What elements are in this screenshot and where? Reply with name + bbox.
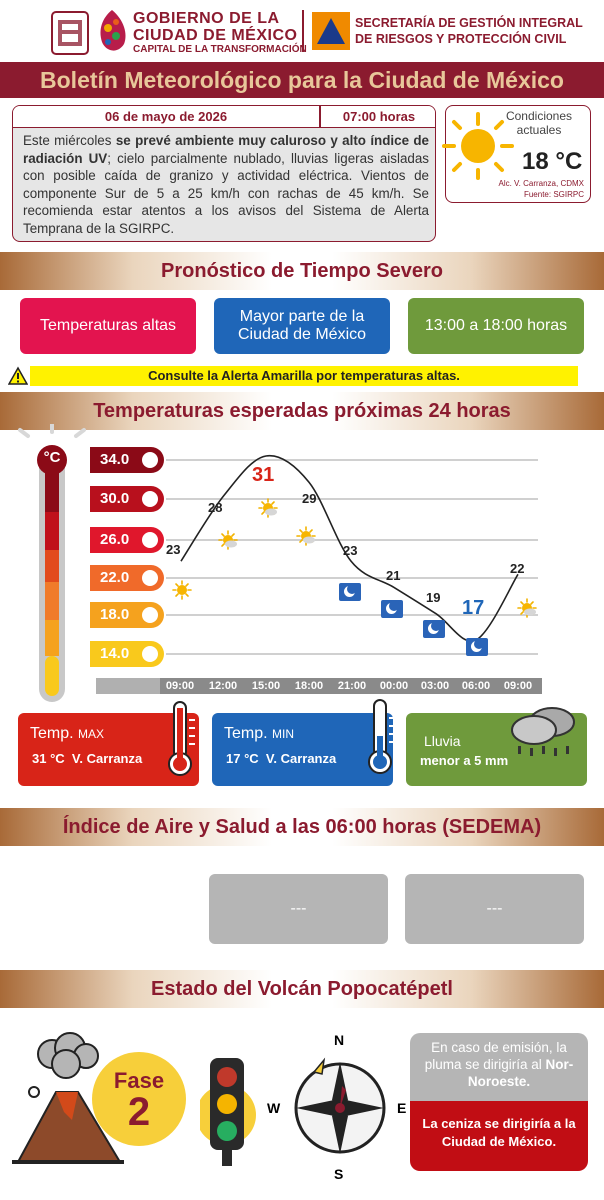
traffic-light-icon: [196, 1055, 272, 1170]
sec-line1: SECRETARÍA DE GESTIÓN INTEGRAL: [355, 16, 583, 30]
scale-tag-30: 30.0: [90, 486, 164, 512]
gov-line1: GOBIERNO DE LA: [133, 10, 280, 27]
air-box-1: ---: [209, 874, 388, 944]
thermometer-unit: °C: [43, 449, 61, 466]
temp-value-label: 21: [386, 568, 401, 583]
current-source: Fuente: SGIRPC: [523, 190, 584, 199]
max-temp-value: 31 °C V. Carranza: [32, 751, 143, 766]
thermometer-icon: [12, 422, 92, 706]
gridline: [166, 653, 538, 655]
max-temp-label-text: Temp.: [30, 725, 74, 742]
gov-line2: CIUDAD DE MÉXICO: [133, 27, 298, 44]
hour-axis-strip: [160, 678, 542, 694]
current-location: Alc. V. Carranza, CDMX: [498, 179, 584, 188]
scale-tag-34: 34.0: [90, 447, 164, 473]
min-temp-label: Temp. MIN: [224, 725, 294, 743]
temp-value-label: 28: [208, 500, 223, 515]
sun-weather-icon: [172, 580, 192, 600]
scale-tag-18: 18.0: [90, 602, 164, 628]
severe-title: Pronóstico de Tiempo Severo: [0, 252, 604, 290]
pill-hours: 13:00 a 18:00 horas: [408, 298, 584, 354]
header-divider: [302, 10, 304, 52]
bulletin-text-a: Este miércoles: [23, 133, 116, 148]
hot-thermometer-icon: [162, 700, 198, 780]
compass-s: S: [334, 1166, 344, 1182]
gridline: [166, 459, 538, 461]
temp-value-label: 31: [252, 464, 275, 486]
fase-label: Fase: [113, 1068, 165, 1093]
scale-tag-14: 14.0: [90, 641, 164, 667]
min-temp-value: 17 °C V. Carranza: [226, 751, 337, 766]
min-temp-label-small: MIN: [272, 727, 295, 741]
sun-cloud-icon: [258, 498, 278, 518]
min-temp-label-text: Temp.: [224, 725, 268, 742]
gridline: [166, 577, 538, 579]
ash-text: La ceniza se dirigiría a la Ciudad de Mé…: [422, 1116, 576, 1149]
gridline: [166, 539, 538, 541]
compass-icon: [290, 1040, 395, 1180]
max-temp-label: Temp. MAX: [30, 725, 104, 743]
air-box-2: ---: [405, 874, 584, 944]
gridline: [166, 614, 538, 616]
fase-circle: Fase 2: [92, 1052, 186, 1146]
pill-high-temps: Temperaturas altas: [20, 298, 196, 354]
bulletin-text-b: se prevé ambiente muy caluroso y alto ín…: [23, 133, 429, 166]
bulletin-text-c: ; cielo parcialmente nublado, lluvias li…: [23, 150, 429, 236]
cdmx-logo-icon: [94, 8, 130, 58]
compass-e: E: [397, 1100, 407, 1116]
rain-cloud-icon: [504, 700, 584, 760]
current-temp: 18 °C: [522, 148, 583, 175]
cold-thermometer-icon: [362, 698, 398, 778]
emission-text-b: Nor-Noroeste.: [467, 1057, 574, 1089]
temp-value-label: 23: [166, 542, 181, 557]
scale-tag-22: 22.0: [90, 565, 164, 591]
sun-cloud-icon: [296, 526, 316, 546]
moon-cloud-icon: [423, 620, 445, 638]
compass-n: N: [334, 1032, 345, 1048]
scale-tag-22-label: 22.0: [100, 569, 130, 586]
protection-civil-icon: [312, 12, 350, 50]
bulletin-text: Este miércoles se prevé ambiente muy cal…: [23, 132, 429, 237]
pill-area: Mayor parte de la Ciudad de México: [214, 298, 390, 354]
current-label: Condiciones actuales: [505, 109, 573, 137]
scale-tag-18-label: 18.0: [100, 606, 130, 623]
max-temp-label-small: MAX: [78, 727, 105, 741]
warning-icon: [7, 366, 29, 386]
sec-line2: DE RIESGOS Y PROTECCIÓN CIVIL: [355, 32, 567, 46]
scale-tag-30-label: 30.0: [100, 490, 130, 507]
bulletin-title: Boletín Meteorológico para la Ciudad de …: [0, 62, 604, 98]
emission-text-a: En caso de emisión, la pluma se dirigirí…: [424, 1040, 567, 1072]
temps-title: Temperaturas esperadas próximas 24 horas: [0, 392, 604, 430]
sun-icon: [440, 112, 516, 182]
moon-cloud-icon: [339, 583, 361, 601]
ash-box: La ceniza se dirigiría a la Ciudad de Mé…: [410, 1101, 588, 1171]
emission-box: En caso de emisión, la pluma se dirigirí…: [410, 1033, 588, 1101]
volcano-title: Estado del Volcán Popocatépetl: [0, 970, 604, 1008]
fase-number: 2: [127, 1090, 151, 1134]
temp-value-label: 22: [510, 561, 525, 576]
max-temp-box: Temp. MAX 31 °C V. Carranza: [18, 713, 199, 786]
alert-bar: Consulte la Alerta Amarilla por temperat…: [30, 366, 578, 386]
scale-tag-26-label: 26.0: [100, 531, 130, 548]
scale-tag-14-label: 14.0: [100, 645, 130, 662]
bulletin-box: 06 de mayo de 2026 07:00 horas Este miér…: [12, 105, 436, 242]
min-temp-box: Temp. MIN 17 °C V. Carranza: [212, 713, 393, 786]
volcano-icon: [12, 1030, 132, 1170]
cdmx-coat-of-arms-icon: [50, 10, 90, 56]
rain-value: menor a 5 mm: [420, 753, 509, 768]
scale-tag-34-label: 34.0: [100, 451, 130, 468]
bulletin-date: 06 de mayo de 2026: [13, 106, 321, 128]
compass-w: W: [267, 1100, 281, 1116]
gridline: [166, 498, 538, 500]
current-conditions-box: Condiciones actuales 18 °C Alc. V. Carra…: [445, 105, 591, 203]
temp-value-label: 19: [426, 590, 441, 605]
gov-line3: CAPITAL DE LA TRANSFORMACIÓN: [133, 44, 307, 55]
air-title: Índice de Aire y Salud a las 06:00 horas…: [0, 808, 604, 846]
scale-tag-26: 26.0: [90, 527, 164, 553]
temp-value-label: 23: [343, 543, 358, 558]
rain-label: Lluvia: [424, 733, 461, 749]
temp-value-label: 17: [462, 597, 485, 619]
bulletin-time: 07:00 horas: [321, 106, 435, 128]
